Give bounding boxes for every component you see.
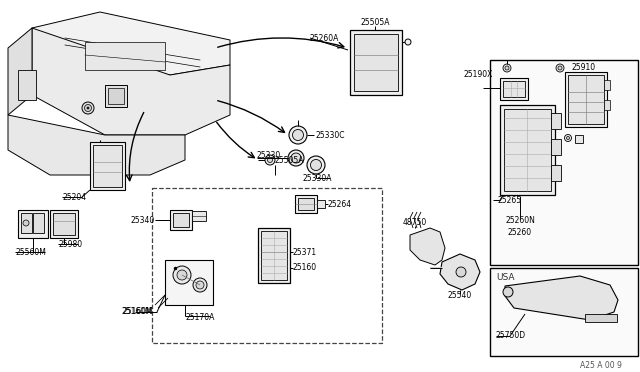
Bar xyxy=(18,210,48,238)
Text: 25204: 25204 xyxy=(62,192,86,202)
Bar xyxy=(53,213,75,235)
Bar xyxy=(568,75,604,124)
Circle shape xyxy=(193,278,207,292)
Bar xyxy=(490,268,638,356)
Bar xyxy=(18,70,36,100)
Bar xyxy=(350,30,402,95)
Bar xyxy=(298,198,314,210)
Text: 25160: 25160 xyxy=(293,263,317,273)
Polygon shape xyxy=(32,12,230,75)
Text: 25330: 25330 xyxy=(257,151,281,160)
Text: 25265: 25265 xyxy=(498,196,522,205)
Bar xyxy=(551,113,561,129)
Polygon shape xyxy=(410,228,445,265)
Circle shape xyxy=(82,102,94,114)
Circle shape xyxy=(566,137,570,140)
Bar xyxy=(500,105,555,195)
Text: 25750D: 25750D xyxy=(496,331,526,340)
Text: 25190X: 25190X xyxy=(463,70,493,78)
Circle shape xyxy=(196,281,204,289)
Text: 25330C: 25330C xyxy=(316,131,346,140)
Circle shape xyxy=(173,266,191,284)
Circle shape xyxy=(456,267,466,277)
Text: A25 A 00 9: A25 A 00 9 xyxy=(580,362,622,371)
Text: 25260: 25260 xyxy=(508,228,532,237)
Bar xyxy=(551,139,561,155)
Text: 48750: 48750 xyxy=(403,218,427,227)
Text: 25560M: 25560M xyxy=(15,247,46,257)
Bar xyxy=(585,314,617,322)
Polygon shape xyxy=(8,28,32,115)
Text: 25170A: 25170A xyxy=(185,314,214,323)
Circle shape xyxy=(177,270,187,280)
Text: 25264: 25264 xyxy=(328,199,352,208)
Circle shape xyxy=(558,66,562,70)
Text: 25160M: 25160M xyxy=(122,308,153,317)
Circle shape xyxy=(503,287,513,297)
Circle shape xyxy=(292,129,303,141)
Bar xyxy=(490,60,638,265)
Bar xyxy=(503,81,525,97)
Bar xyxy=(500,78,528,100)
Circle shape xyxy=(289,126,307,144)
Circle shape xyxy=(307,156,325,174)
Circle shape xyxy=(503,64,511,72)
Text: 25330A: 25330A xyxy=(303,173,333,183)
Text: 25505A: 25505A xyxy=(275,155,305,164)
Bar xyxy=(604,80,610,90)
Circle shape xyxy=(310,160,321,170)
Text: 25540: 25540 xyxy=(448,292,472,301)
Bar xyxy=(565,72,607,127)
Polygon shape xyxy=(32,28,230,135)
Bar xyxy=(192,211,206,221)
Bar xyxy=(317,200,325,208)
Circle shape xyxy=(556,64,564,72)
Circle shape xyxy=(23,220,29,226)
Bar xyxy=(354,34,398,91)
Bar xyxy=(108,88,124,104)
Bar xyxy=(90,142,125,190)
Text: USA: USA xyxy=(496,273,515,282)
Circle shape xyxy=(505,66,509,70)
Text: 25980: 25980 xyxy=(58,240,82,248)
Circle shape xyxy=(87,107,89,109)
Text: 25910: 25910 xyxy=(572,62,596,71)
Polygon shape xyxy=(8,115,185,175)
Bar xyxy=(165,260,213,305)
Circle shape xyxy=(265,155,275,165)
Bar xyxy=(173,213,189,227)
Bar xyxy=(295,195,317,213)
Bar xyxy=(258,228,290,283)
Circle shape xyxy=(288,150,304,166)
Bar xyxy=(33,213,44,233)
Circle shape xyxy=(564,135,572,141)
Bar xyxy=(604,100,610,110)
Bar xyxy=(170,210,192,230)
Text: 25260A: 25260A xyxy=(310,33,339,42)
Bar xyxy=(105,85,127,107)
Bar xyxy=(93,145,122,187)
Bar xyxy=(50,210,78,238)
Circle shape xyxy=(291,153,301,163)
Bar xyxy=(152,188,382,343)
Text: 25505A: 25505A xyxy=(360,17,390,26)
Circle shape xyxy=(405,39,411,45)
Circle shape xyxy=(84,105,92,112)
Text: 25260N: 25260N xyxy=(505,215,535,224)
Bar xyxy=(21,213,32,233)
Bar xyxy=(575,135,583,143)
Text: 25340: 25340 xyxy=(131,215,155,224)
Text: 25371: 25371 xyxy=(293,247,317,257)
Text: 25160M: 25160M xyxy=(121,308,152,317)
Circle shape xyxy=(268,157,273,163)
Bar xyxy=(261,231,287,280)
Bar xyxy=(551,165,561,181)
Polygon shape xyxy=(440,254,480,290)
Bar xyxy=(85,42,165,70)
Bar xyxy=(504,109,551,191)
Polygon shape xyxy=(505,276,618,320)
